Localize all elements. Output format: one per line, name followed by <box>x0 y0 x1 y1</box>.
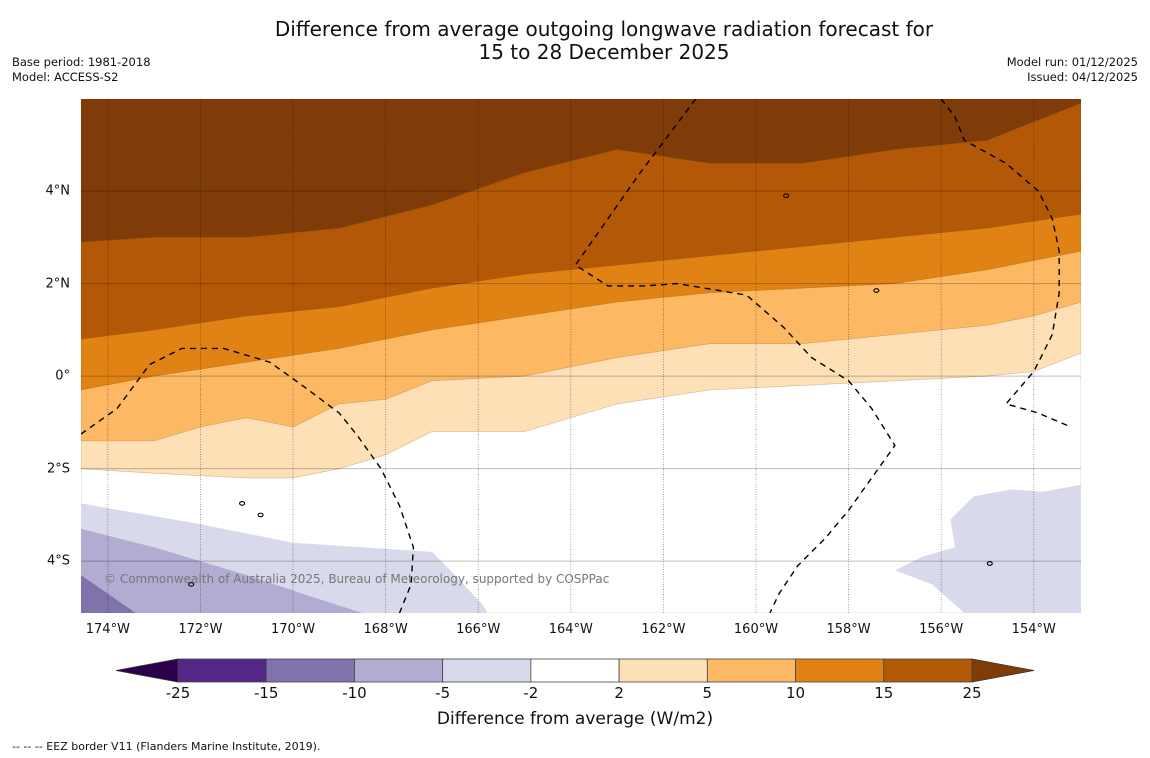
island-swains <box>239 501 246 506</box>
colorbar-extend-low <box>115 658 179 683</box>
colorbar-tick-label: -25 <box>165 684 191 702</box>
island-small-2 <box>188 581 195 587</box>
lon-tick-label: 164°W <box>548 622 593 637</box>
lat-tick-label: 0° <box>55 368 70 384</box>
lon-tick-label: 162°W <box>641 622 686 637</box>
colorbar-segment <box>442 658 532 683</box>
colorbar-title: Difference from average (W/m2) <box>436 709 714 729</box>
lon-tick-label: 156°W <box>919 622 964 637</box>
colorbar-tick-label: 15 <box>874 684 894 702</box>
colorbar-tick-label: 2 <box>614 684 624 702</box>
colorbar-segment <box>354 658 444 683</box>
region-neg5-neg2-se <box>894 484 1081 613</box>
island-fanning <box>783 193 790 199</box>
lon-tick-label: 174°W <box>85 622 130 637</box>
lon-tick-label: 154°W <box>1011 622 1056 637</box>
lon-tick-label: 168°W <box>363 622 408 637</box>
eez-border-line <box>574 99 896 613</box>
chart-title: Difference from average outgoing longwav… <box>0 18 1150 64</box>
region-neg10-neg5-sw <box>81 528 363 613</box>
colorbar-tick-label: -15 <box>253 684 279 702</box>
colorbar-tick-label: 10 <box>786 684 806 702</box>
model-name: Model: ACCESS-S2 <box>12 70 119 84</box>
island-christmas <box>873 288 880 293</box>
colorbar-segment <box>795 658 885 683</box>
map-plot-area <box>81 99 1081 613</box>
title-line-1: Difference from average outgoing longwav… <box>274 17 934 41</box>
island-small-1 <box>257 512 264 518</box>
lon-tick-label: 172°W <box>178 622 223 637</box>
colorbar-tick-label: -2 <box>523 684 539 702</box>
colorbar-segment <box>265 658 355 683</box>
eez-border-line <box>940 99 1072 428</box>
lon-tick-label: 170°W <box>270 622 316 637</box>
base-period: Base period: 1981-2018 <box>12 55 151 69</box>
colorbar <box>115 658 1035 683</box>
colorbar-segment <box>706 658 796 683</box>
colorbar-segment <box>618 658 708 683</box>
meta-left: Base period: 1981-2018 Model: ACCESS-S2 <box>12 55 151 85</box>
colorbar-segment <box>530 658 620 683</box>
colorbar-segment <box>177 658 267 683</box>
colorbar-tick-label: -10 <box>342 684 367 702</box>
colorbar-segment <box>883 658 973 683</box>
island-small-3 <box>986 561 993 566</box>
colorbar-tick-label: 5 <box>702 684 713 702</box>
lon-tick-label: 160°W <box>733 622 779 637</box>
eez-footnote: -- -- -- EEZ border V11 (Flanders Marine… <box>12 740 321 753</box>
region-neg15-neg10-sw <box>81 575 136 613</box>
lon-tick-label: 158°W <box>826 622 871 637</box>
model-run: Model run: 01/12/2025 <box>1006 55 1138 69</box>
colorbar-tick-label: 25 <box>962 684 982 702</box>
eez-border-line <box>81 347 415 613</box>
copyright-notice: © Commonwealth of Australia 2025, Bureau… <box>104 572 610 586</box>
colorbar-tick-label: -5 <box>435 684 451 702</box>
title-line-2: 15 to 28 December 2025 <box>478 40 730 64</box>
lat-tick-label: 4°S <box>46 553 70 569</box>
lon-tick-label: 166°W <box>456 622 501 637</box>
lat-tick-label: 2°N <box>45 276 71 292</box>
meta-right: Model run: 01/12/2025 Issued: 04/12/2025 <box>1007 55 1138 85</box>
lat-tick-label: 4°N <box>45 183 71 199</box>
lat-tick-label: 2°S <box>46 461 70 477</box>
colorbar-extend-high <box>971 658 1035 683</box>
issued-date: Issued: 04/12/2025 <box>1027 70 1138 84</box>
